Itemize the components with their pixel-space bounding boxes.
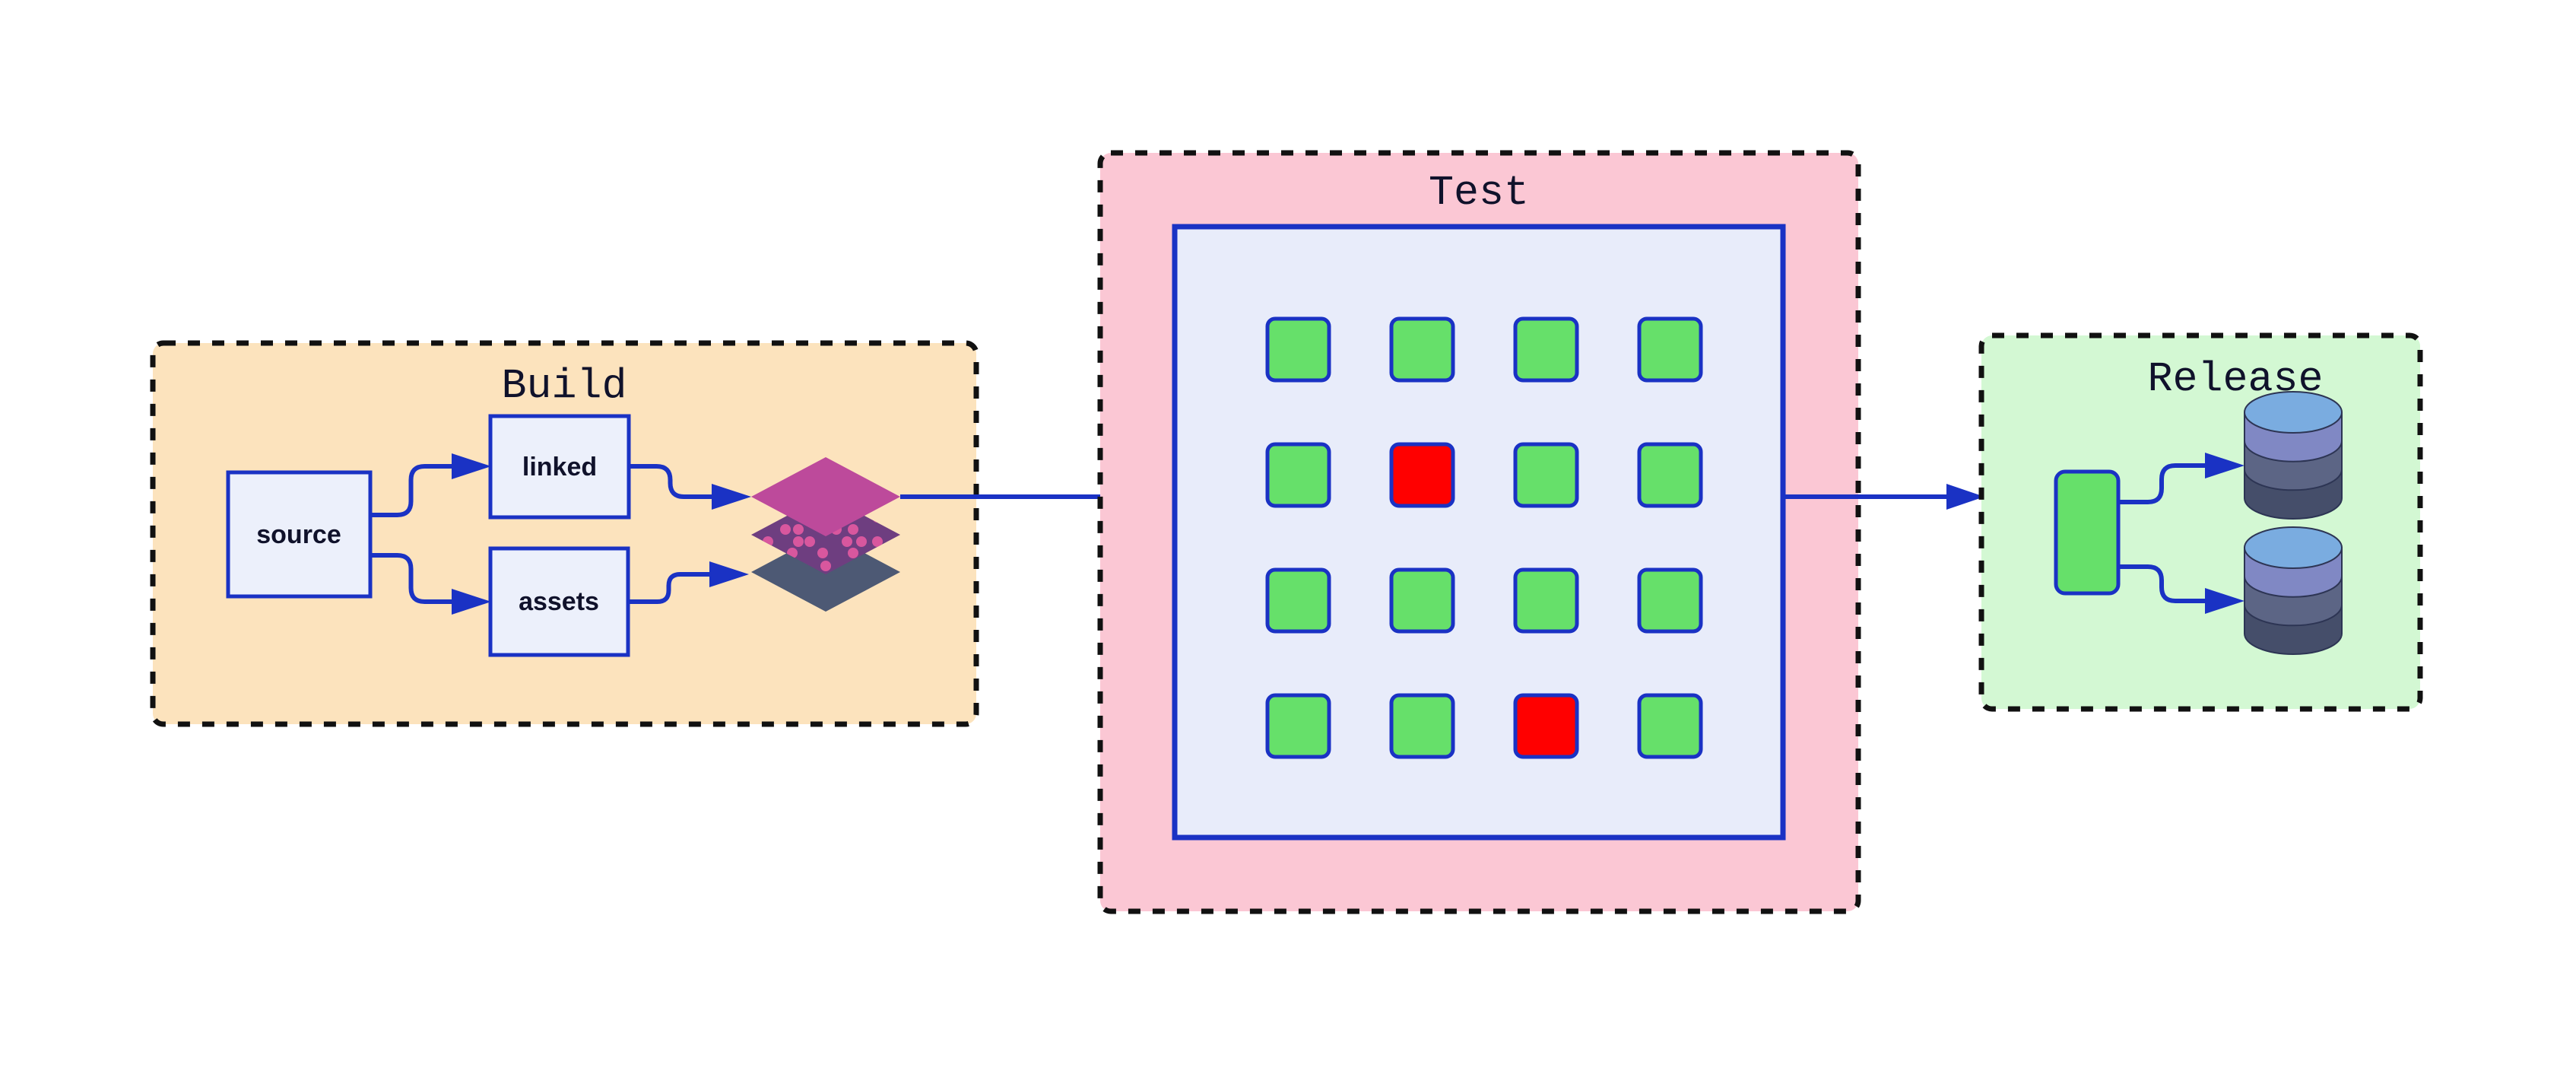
svg-text:linked: linked	[522, 453, 597, 482]
svg-text:Test: Test	[1429, 169, 1529, 217]
svg-text:source: source	[256, 520, 341, 549]
svg-text:Build: Build	[501, 362, 627, 410]
svg-text:assets: assets	[519, 587, 599, 616]
